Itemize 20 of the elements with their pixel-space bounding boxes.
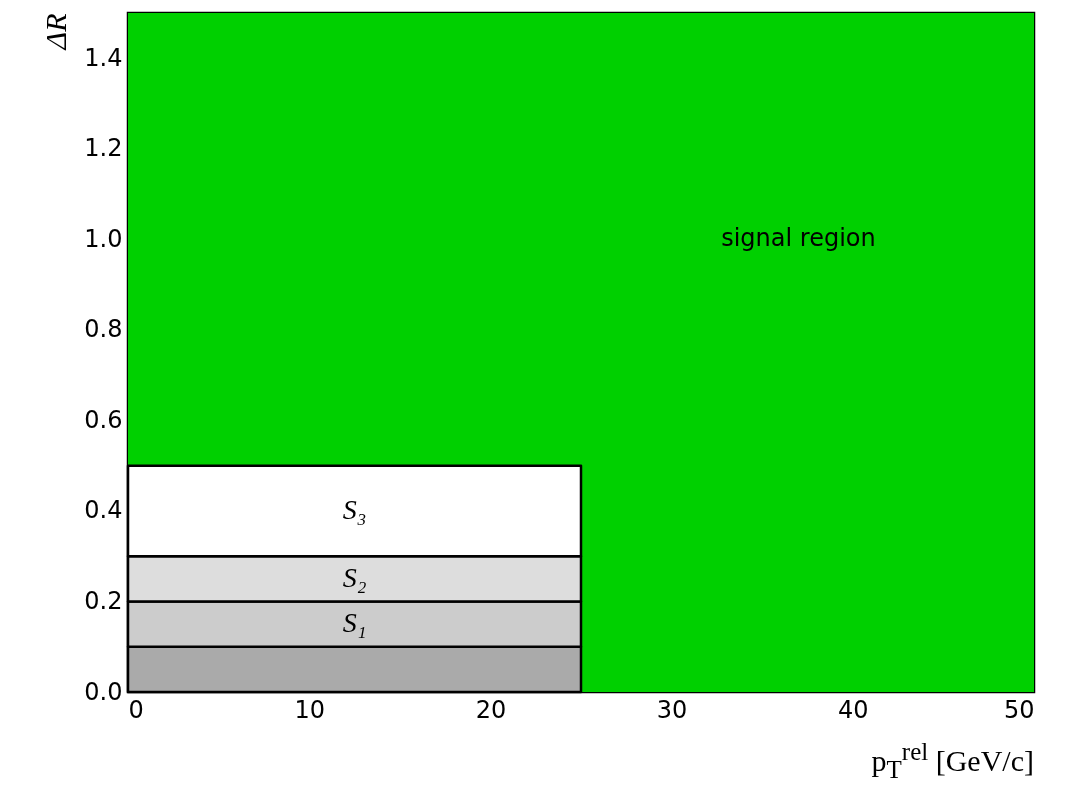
y-tick-label: 0.6 bbox=[84, 405, 123, 434]
series-label: S₁ bbox=[342, 607, 367, 639]
y-tick-label: 1.2 bbox=[84, 134, 123, 163]
y-tick-label: 0.4 bbox=[84, 496, 123, 525]
x-tick-label: 50 bbox=[1003, 695, 1035, 724]
x-tick-label: 30 bbox=[656, 695, 688, 724]
x-tick-label: 40 bbox=[838, 695, 869, 724]
y-tick-label: 0.0 bbox=[84, 677, 123, 706]
y-tick-label: 0.2 bbox=[84, 586, 123, 615]
x-tick-label: 0 bbox=[128, 695, 144, 724]
y-axis-title: ΔR bbox=[39, 13, 73, 51]
x-axis-title: p$_{T}$$^{rel}$ [GeV/c] bbox=[871, 738, 1034, 784]
y-tick-label: 1.4 bbox=[84, 43, 123, 72]
x-tick-label: 10 bbox=[294, 695, 325, 724]
series-label: S₃ bbox=[342, 493, 367, 525]
series-label: S₂ bbox=[342, 561, 367, 593]
x-tick-label: 20 bbox=[475, 695, 507, 724]
annotation: signal region bbox=[721, 224, 876, 253]
y-tick-label: 0.8 bbox=[84, 315, 123, 344]
y-tick-label: 1.0 bbox=[84, 224, 123, 253]
